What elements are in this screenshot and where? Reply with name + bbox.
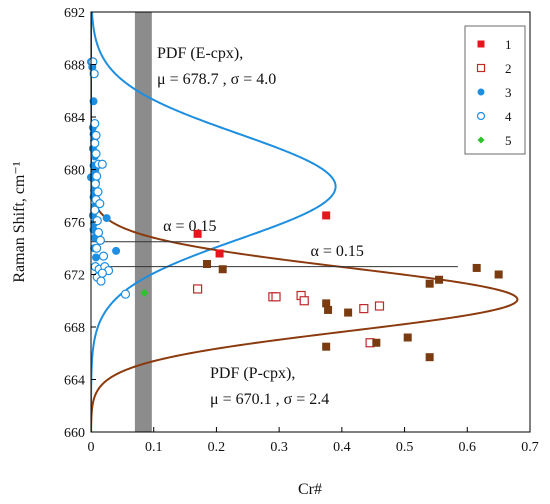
legend-label-2: 3 (505, 85, 512, 100)
legend-label-0: 1 (505, 37, 512, 52)
x-tick-label-0: 0 (88, 440, 95, 455)
data-point-s3-8 (92, 171, 102, 181)
x-tick-label-3: 0.3 (270, 440, 288, 455)
data-point-s3-16 (95, 235, 106, 245)
data-point-s0-0 (193, 229, 202, 238)
x-tick-label-5: 0.5 (396, 440, 414, 455)
pdf-e-label-line1: PDF (E-cpx), (157, 45, 243, 62)
data-point-s3-1 (89, 69, 99, 79)
data-point-s1-5 (359, 304, 369, 314)
legend-label-4: 5 (505, 133, 512, 148)
data-point-s5-11 (472, 263, 481, 272)
legend-marker-2 (477, 88, 485, 96)
data-point-s2-21 (92, 253, 101, 262)
pdf-curve-layer (91, 12, 519, 432)
data-point-s0-2 (322, 211, 331, 220)
data-point-s2-2 (89, 97, 98, 106)
data-point-s3-14 (92, 216, 102, 226)
y-axis-title: Raman Shift, cm⁻¹ (11, 161, 28, 282)
y-tick-label-1: 664 (64, 374, 85, 389)
data-point-s1-0 (193, 284, 203, 294)
y-tick-label-0: 660 (64, 426, 85, 441)
data-point-s1-2 (271, 292, 281, 302)
threshold-layer: α = 0.15 α = 0.15 (91, 218, 458, 268)
legend-label-3: 4 (505, 109, 512, 124)
data-point-s5-12 (494, 270, 503, 279)
shaded-band-layer (134, 12, 152, 432)
threshold-label-1: α = 0.15 (311, 243, 364, 260)
y-tick-label-3: 672 (64, 269, 85, 284)
pdf-curve-0 (91, 12, 337, 432)
data-point-s4-0 (140, 288, 149, 297)
data-point-s3-4 (90, 138, 100, 148)
annotation-layer: PDF (E-cpx), μ = 678.7 , σ = 4.0 PDF (P-… (157, 45, 329, 408)
data-point-s5-9 (435, 275, 444, 284)
data-point-s3-7 (97, 159, 107, 169)
data-point-s3-5 (91, 149, 101, 159)
data-point-s1-7 (374, 301, 385, 311)
data-point-s5-2 (322, 299, 331, 308)
threshold-label-0: α = 0.15 (163, 218, 216, 235)
data-point-s3-17 (92, 243, 102, 253)
pdf-p-label-line2: μ = 670.1 , σ = 2.4 (210, 391, 329, 408)
data-point-s3-3 (91, 130, 101, 140)
data-point-s0-1 (215, 249, 224, 258)
data-point-s5-0 (203, 260, 212, 268)
data-point-s2-23 (112, 246, 121, 255)
data-point-s3-13 (90, 205, 100, 215)
data-point-s3-25 (97, 268, 107, 278)
axis-tick-layer: 0 0.1 0.2 0.3 0.4 0.5 0.6 0.7 660 664 668 672 676 680… (64, 6, 539, 455)
data-point-s3-10 (93, 187, 103, 197)
x-tick-label-4: 0.4 (333, 440, 351, 455)
pdf-curve-1 (91, 12, 519, 432)
data-point-s5-6 (372, 338, 381, 347)
legend-marker-1 (476, 63, 486, 73)
y-tick-label-6: 684 (64, 111, 85, 126)
data-point-s5-1 (218, 265, 227, 274)
data-point-s5-10 (425, 353, 434, 362)
data-point-s3-23 (96, 276, 106, 286)
data-point-layer (87, 57, 503, 362)
data-point-s3-18 (98, 251, 109, 261)
legend-label-1: 2 (505, 61, 512, 76)
y-tick-label-4: 676 (64, 216, 85, 231)
legend: 1 2 3 4 5 (464, 25, 526, 155)
data-point-s5-7 (403, 333, 412, 342)
legend-marker-0 (477, 40, 485, 48)
data-point-s3-9 (90, 179, 100, 189)
data-point-s1-4 (299, 296, 309, 306)
legend-marker-4 (477, 136, 485, 144)
y-tick-label-7: 688 (64, 59, 85, 74)
data-point-s5-8 (425, 279, 434, 288)
data-point-s5-3 (324, 305, 333, 314)
pdf-p-label-line1: PDF (P-cpx), (210, 365, 295, 382)
pdf-e-label-line2: μ = 678.7 , σ = 4.0 (157, 71, 276, 88)
y-tick-label-8: 692 (64, 6, 85, 21)
legend-marker-3 (476, 111, 486, 121)
x-tick-label-2: 0.2 (208, 440, 226, 455)
data-point-s3-12 (95, 199, 105, 209)
legend-box (464, 25, 526, 155)
data-point-s5-4 (344, 308, 353, 317)
x-tick-label-7: 0.7 (521, 440, 539, 455)
data-point-s3-2 (90, 118, 100, 129)
x-axis-title: Cr# (298, 481, 322, 498)
x-tick-label-6: 0.6 (459, 440, 477, 455)
x-tick-label-1: 0.1 (145, 440, 163, 455)
data-point-s2-22 (102, 214, 111, 223)
data-point-s3-15 (93, 227, 104, 238)
y-tick-label-5: 680 (64, 164, 85, 179)
y-tick-label-2: 668 (64, 321, 85, 336)
data-point-s5-5 (322, 342, 331, 351)
data-point-s3-26 (120, 289, 131, 299)
shaded-band (134, 12, 152, 432)
